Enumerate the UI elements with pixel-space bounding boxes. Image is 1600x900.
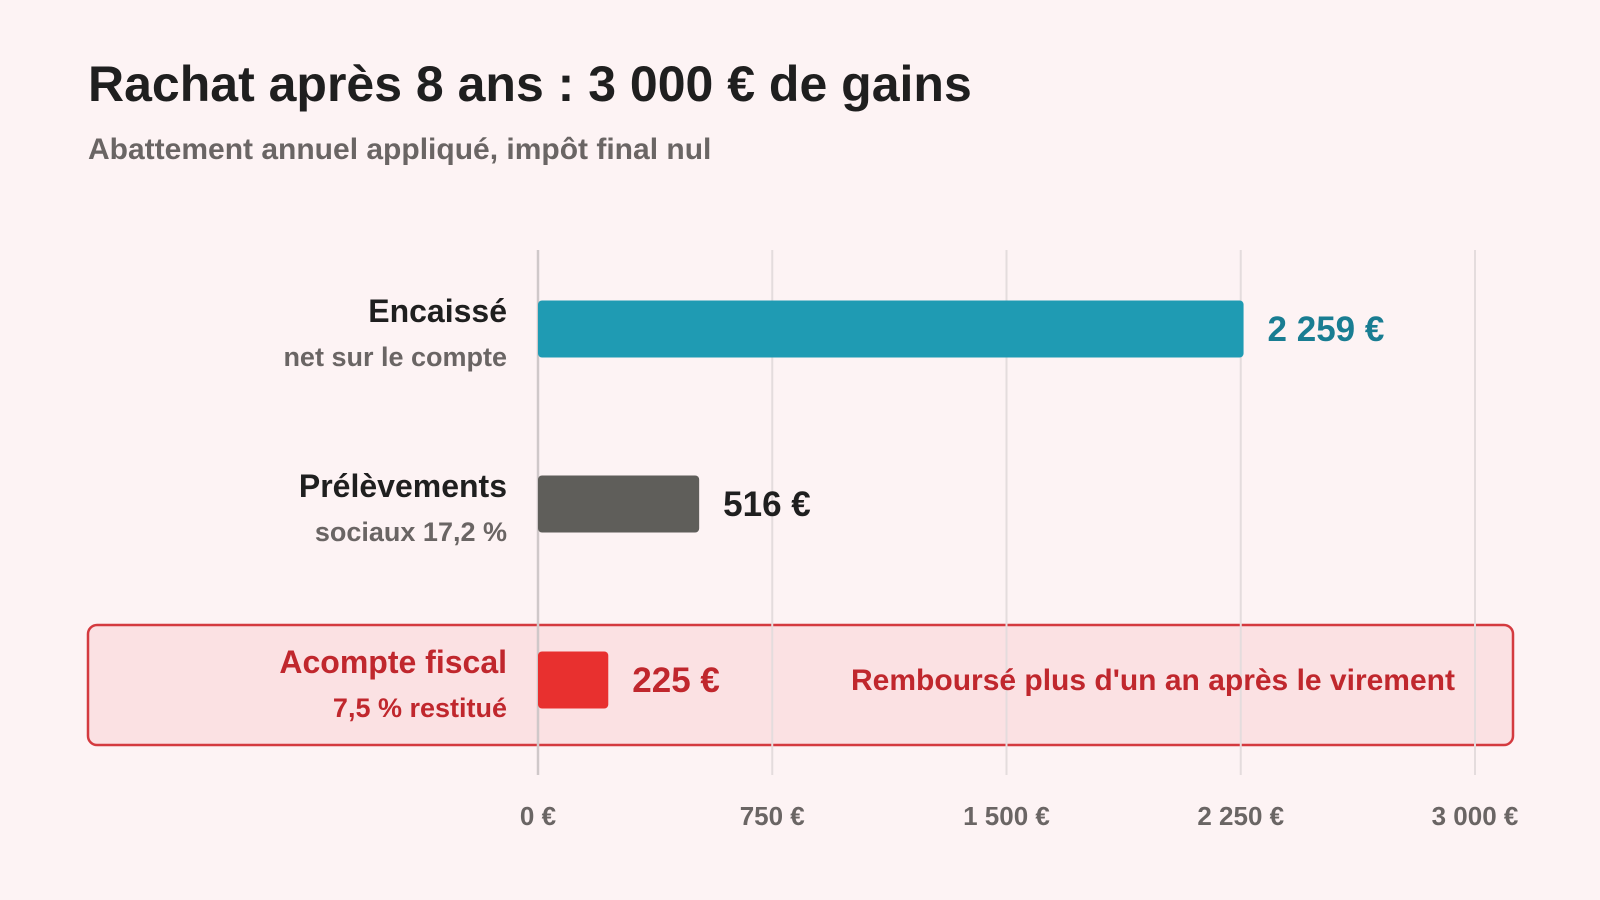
bar — [538, 651, 609, 709]
category-sublabel: net sur le compte — [283, 342, 507, 372]
chart-subtitle: Abattement annuel appliqué, impôt final … — [88, 133, 711, 166]
tick-label: 2 250 € — [1197, 801, 1284, 831]
bar — [538, 300, 1244, 358]
highlight-box — [86, 623, 1515, 747]
value-label: 225 € — [632, 661, 720, 700]
tick-label: 750 € — [740, 801, 805, 831]
value-label: 2 259 € — [1268, 310, 1385, 349]
highlight-layer — [86, 623, 1515, 747]
category-sublabel: sociaux 17,2 % — [315, 517, 507, 547]
category-label: Acompte fiscal — [279, 644, 507, 680]
tick-label: 3 000 € — [1432, 801, 1519, 831]
tick-label: 0 € — [520, 801, 556, 831]
category-label: Prélèvements — [299, 468, 507, 504]
category-label: Encaissé — [368, 293, 507, 329]
tick-label: 1 500 € — [963, 801, 1050, 831]
bars-layer: Encaissé net sur le compte 2 259 € Prélèvem… — [279, 293, 1455, 723]
x-axis-ticks: 0 € 750 € 1 500 € 2 250 € 3 000 € — [520, 801, 1518, 831]
category-sublabel: 7,5 % restitué — [333, 693, 507, 723]
chart-title: Rachat après 8 ans : 3 000 € de gains — [88, 56, 972, 112]
bar — [538, 475, 700, 533]
value-label: 516 € — [723, 485, 811, 524]
annotation-note: Remboursé plus d'un an après le virement — [851, 664, 1455, 697]
